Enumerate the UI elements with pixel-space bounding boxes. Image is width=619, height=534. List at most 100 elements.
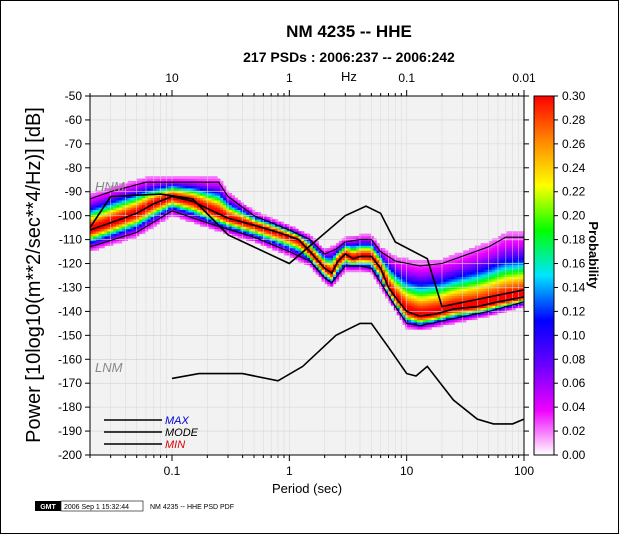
heatmap-cell <box>197 183 201 187</box>
heatmap-cell <box>382 250 386 254</box>
heatmap-cell <box>521 276 525 280</box>
heatmap-cell <box>521 291 525 294</box>
heatmap-cell <box>422 259 426 263</box>
heatmap-cell <box>153 178 157 182</box>
heatmap-cell <box>390 288 395 292</box>
x-tick-label: 0.1 <box>164 464 181 478</box>
heatmap-cell <box>402 267 406 270</box>
heatmap-cell <box>396 293 400 297</box>
heatmap-cell <box>90 243 94 246</box>
heatmap-cell <box>220 224 224 227</box>
heatmap-cell <box>515 283 519 287</box>
heatmap-cell <box>347 267 351 270</box>
heatmap-cell <box>191 204 195 208</box>
heatmap-cell <box>179 192 183 196</box>
heatmap-cell <box>116 209 120 213</box>
heatmap-cell <box>272 233 276 237</box>
heatmap-cell <box>272 240 276 244</box>
heatmap-cell <box>243 212 247 215</box>
heatmap-cell <box>414 259 418 263</box>
heatmap-cell <box>471 252 476 256</box>
heatmap-cell <box>243 219 247 222</box>
heatmap-cell <box>356 259 360 263</box>
heatmap-cell <box>142 231 146 234</box>
heatmap-cell <box>414 283 418 287</box>
heatmap-cell <box>414 305 418 309</box>
heatmap-cell <box>338 274 343 277</box>
heatmap-cell <box>295 231 299 234</box>
heatmap-cell <box>127 197 131 201</box>
heatmap-cell <box>142 209 146 213</box>
heatmap-cell <box>361 252 366 256</box>
heatmap-cell <box>95 240 99 244</box>
heatmap-cell <box>471 281 476 285</box>
heatmap-cell <box>188 207 192 210</box>
heatmap-cell <box>272 224 276 227</box>
colorbar-tick-label: 0.26 <box>562 137 586 151</box>
heatmap-cell <box>402 291 406 294</box>
heatmap-cell <box>492 312 496 316</box>
heatmap-cell <box>353 240 357 244</box>
heatmap-cell <box>208 183 212 187</box>
heatmap-cell <box>445 295 450 299</box>
heatmap-cell <box>437 281 441 285</box>
heatmap-cell <box>208 202 212 206</box>
heatmap-cell <box>121 233 126 237</box>
heatmap-cell <box>321 279 325 282</box>
heatmap-cell <box>518 245 522 249</box>
heatmap-cell <box>469 283 473 287</box>
heatmap-cell <box>469 295 473 299</box>
heatmap-cell <box>469 252 473 256</box>
heatmap-cell <box>379 271 383 275</box>
heatmap-cell <box>136 204 140 208</box>
heatmap-cell <box>495 250 499 254</box>
heatmap-cell <box>350 259 354 263</box>
heatmap-cell <box>483 291 487 294</box>
heatmap-cell <box>257 236 261 239</box>
heatmap-cell <box>492 247 496 251</box>
heatmap-cell <box>330 283 334 287</box>
heatmap-cell <box>442 257 447 261</box>
heatmap-cell <box>437 288 441 292</box>
heatmap-cell <box>217 207 221 210</box>
heatmap-cell <box>440 317 444 321</box>
heatmap-cell <box>440 269 444 273</box>
heatmap-cell <box>509 281 513 285</box>
heatmap-cell <box>385 250 389 254</box>
heatmap-cell <box>359 233 363 237</box>
heatmap-cell <box>506 243 510 246</box>
heatmap-cell <box>127 236 131 239</box>
heatmap-cell <box>173 209 178 213</box>
heatmap-cell <box>121 192 126 196</box>
heatmap-cell <box>489 283 493 287</box>
heatmap-cell <box>335 255 340 258</box>
heatmap-cell <box>254 212 259 215</box>
heatmap-cell <box>480 291 484 294</box>
heatmap-cell <box>500 264 505 268</box>
heatmap-cell <box>451 293 455 297</box>
heatmap-cell <box>272 236 276 239</box>
heatmap-cell <box>411 288 415 292</box>
heatmap-cell <box>405 298 409 301</box>
heatmap-cell <box>489 312 493 316</box>
heatmap-cell <box>408 295 412 299</box>
heatmap-cell <box>211 226 215 230</box>
heatmap-cell <box>90 200 94 203</box>
heatmap-cell <box>500 300 505 304</box>
heatmap-cell <box>228 224 233 227</box>
heatmap-cell <box>457 283 461 287</box>
heatmap-cell <box>142 204 146 208</box>
heatmap-cell <box>90 245 94 249</box>
heatmap-cell <box>474 307 478 311</box>
heatmap-cell <box>240 224 244 227</box>
heatmap-cell <box>139 202 143 206</box>
heatmap-cell <box>486 276 490 280</box>
heatmap-cell <box>359 250 363 254</box>
heatmap-cell <box>318 250 322 254</box>
heatmap-cell <box>416 307 421 311</box>
heatmap-cell <box>451 314 455 318</box>
heatmap-cell <box>130 212 134 215</box>
heatmap-cell <box>477 267 481 270</box>
heatmap-cell <box>509 288 513 292</box>
heatmap-cell <box>405 305 409 309</box>
